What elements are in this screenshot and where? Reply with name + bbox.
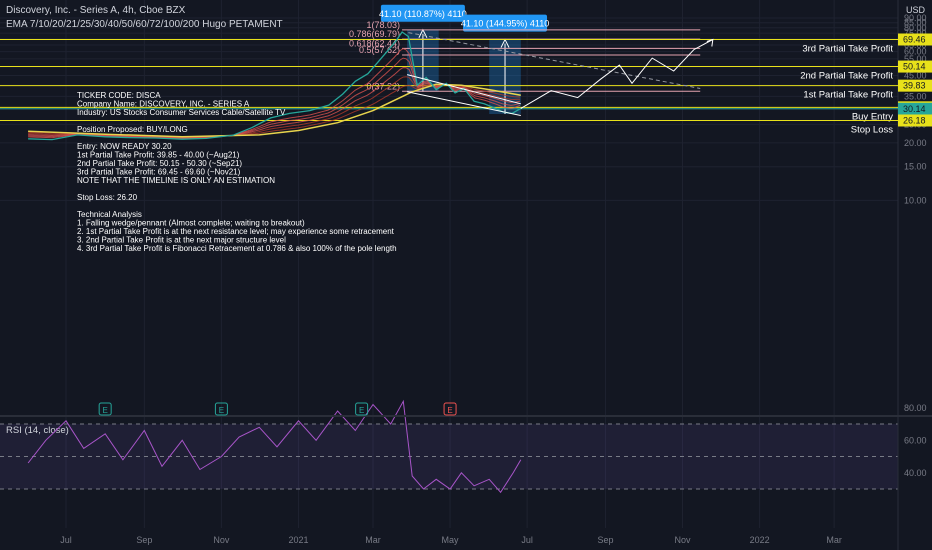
level-label: 2nd Partial Take Profit [800, 71, 893, 82]
fib-level-label: 1(78.03) [367, 20, 401, 30]
note-line: Entry: NOW READY 30.20 [77, 142, 172, 151]
time-tick-label: Jul [60, 535, 72, 545]
rsi-tick-label: 60.00 [904, 435, 927, 445]
measure-label: 41.10 (110.87%) 4110 [379, 9, 467, 19]
note-line: NOTE THAT THE TIMELINE IS ONLY AN ESTIMA… [77, 176, 275, 185]
level-badge-value: 39.83 [903, 81, 926, 91]
time-tick-label: Mar [365, 535, 381, 545]
time-tick-label: 2021 [288, 535, 308, 545]
time-tick-label: Sep [136, 535, 152, 545]
time-tick-label: Mar [826, 535, 842, 545]
earnings-marker [355, 402, 369, 416]
price-tick-label: 10.00 [904, 195, 927, 205]
wedge-upper-line [406, 74, 521, 105]
price-tick-label: 80.00 [904, 23, 927, 33]
note-line: TICKER CODE: DISCA [77, 91, 161, 100]
fib-level-label: 0.618(62.44) [349, 38, 400, 48]
earnings-marker-label: E [219, 406, 224, 415]
price-tick-label: 60.00 [904, 47, 927, 57]
earnings-marker-label: E [102, 406, 107, 415]
time-axis: Jul Sep Nov 2021 Mar May Jul Sep Nov 2022 Mar [60, 535, 842, 545]
currency-label: USD [906, 5, 926, 15]
note-line: 2nd Partial Take Profit: 50.15 - 50.30 (… [77, 159, 242, 168]
level-badge [898, 79, 932, 92]
measure-label-box [463, 14, 548, 32]
time-tick-label: Nov [213, 535, 230, 545]
earnings-marker [214, 402, 228, 416]
level-badge [898, 114, 932, 127]
note-line: 3. 2nd Partial Take Profit is at the nex… [77, 236, 286, 245]
level-label: 1st Partial Take Profit [803, 90, 893, 101]
price-tick-label: 75.00 [904, 28, 927, 38]
price-tick-label: 15.00 [904, 162, 927, 172]
level-badge-value: 26.18 [903, 115, 926, 125]
level-badge-value: 50.14 [903, 62, 926, 72]
time-tick-label: May [442, 535, 460, 545]
time-tick-label: 2022 [750, 535, 770, 545]
earnings-marker-label: E [359, 406, 364, 415]
earnings-marker [98, 402, 112, 416]
level-label: Buy Entry [852, 111, 893, 122]
time-tick-label: Nov [675, 535, 692, 545]
rsi-label: RSI (14, close) [6, 425, 69, 436]
price-tick-label: 20.00 [904, 138, 927, 148]
time-tick-label: Jul [521, 535, 533, 545]
note-line: Industry: US Stocks Consumer Services Ca… [77, 108, 286, 117]
level-badge-value: 30.14 [903, 104, 926, 114]
fib-level-label: 0.786(69.79) [349, 29, 400, 39]
note-line: 1st Partial Take Profit: 39.85 - 40.00 (… [77, 151, 240, 160]
level-label: Stop Loss [851, 124, 893, 135]
note-line: 3rd Partial Take Profit: 69.45 - 69.60 (… [77, 168, 241, 177]
rsi-line [27, 399, 522, 494]
note-line: 1. Falling wedge/pennant (Almost complet… [77, 219, 305, 228]
dashed-trendline [408, 32, 701, 89]
projection-path [520, 39, 714, 109]
level-badge [898, 33, 932, 46]
earnings-marker-label: E [447, 406, 452, 415]
level-badge [898, 102, 932, 115]
note-line: Company Name: DISCOVERY, INC. - SERIES A [77, 100, 250, 109]
measure-label: 41.10 (144.95%) 4110 [461, 19, 549, 29]
note-line: Technical Analysis [77, 210, 142, 219]
wedge-lower-line [407, 91, 521, 116]
note-line: 4. 3rd Partial Take Profit is Fibonacci … [77, 244, 397, 253]
rsi-tick-label: 40.00 [904, 468, 927, 478]
projection-arrowhead [706, 38, 714, 47]
note-line: Stop Loss: 26.20 [77, 193, 138, 202]
measure-label-box [380, 4, 465, 22]
rsi-tick-label: 80.00 [904, 403, 927, 413]
price-axis: 90.0085.0080.0075.0070.0065.0060.0055.00… [898, 13, 932, 205]
chart-title: Discovery, Inc. - Series A, 4h, Cboe BZX [6, 5, 186, 16]
earnings-marker [443, 402, 457, 416]
rsi-pane: RSI (14, close) 80.00 60.00 40.00 [0, 399, 927, 494]
price-tick-label: 90.00 [904, 13, 927, 23]
price-line [28, 31, 522, 141]
indicator-legend[interactable]: EMA 7/10/20/21/25/30/40/50/60/72/100/200… [6, 19, 283, 30]
ema-slow-line [28, 83, 521, 138]
time-tick-label: Sep [597, 535, 613, 545]
price-tick-label: 35.00 [904, 91, 927, 101]
note-line: 2. 1st Partial Take Profit is at the nex… [77, 227, 395, 236]
fib-level-label: 0.5(57.62) [359, 45, 400, 55]
note-line: Position Proposed: BUY/LONG [77, 125, 188, 134]
level-badge [898, 60, 932, 73]
level-badge-value: 69.46 [903, 35, 926, 45]
level-label: 3rd Partial Take Profit [802, 44, 893, 55]
price-tick-label: 85.00 [904, 18, 927, 28]
fib-level-label: 0(37.22) [367, 81, 401, 91]
price-tick-label: 45.00 [904, 71, 927, 81]
price-tick-label: 55.00 [904, 54, 927, 64]
